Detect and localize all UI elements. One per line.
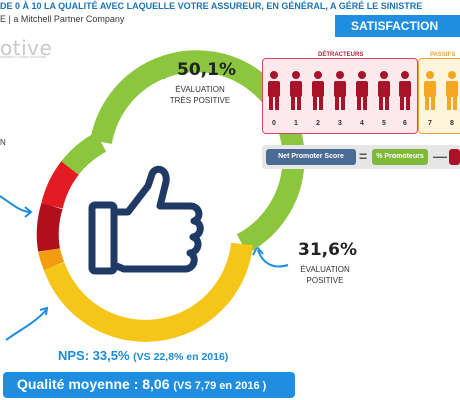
- scale-num-5: 5: [382, 120, 386, 127]
- quality-label: Qualité moyenne : 8,06: [17, 376, 170, 392]
- positive-line1: ÉVALUATION: [300, 265, 350, 274]
- top-strip: [0, 0, 460, 12]
- person-1: [290, 71, 302, 110]
- very-positive-value: 50,1%: [177, 60, 236, 80]
- person-2: [312, 71, 324, 110]
- nps-label: NPS: 33,5%: [58, 348, 130, 363]
- company-prefix: E: [0, 14, 7, 24]
- ring-green-top: [61, 132, 107, 176]
- person-8: [446, 71, 458, 110]
- positive-line2: POSITIVE: [306, 276, 344, 285]
- arrow-left-bottom: [5, 309, 47, 341]
- person-4: [356, 71, 368, 110]
- scale-num-2: 2: [316, 120, 320, 127]
- company-name: a Mitchell Partner Company: [13, 14, 125, 24]
- passives-label: PASSIFS: [428, 52, 458, 58]
- thumbs-up-icon: [88, 165, 204, 275]
- nps-result: NPS: 33,5% (VS 22,8% en 2016): [58, 348, 228, 363]
- page-title: DE 0 À 10 LA QUALITÉ AVEC LAQUELLE VOTRE…: [0, 1, 423, 11]
- detractors-label: DÉTRACTEURS: [316, 52, 366, 58]
- formula-equals: =: [359, 148, 368, 164]
- quality-text: Qualité moyenne : 8,06 (VS 7,79 en 2016 …: [17, 376, 266, 392]
- quality-banner: [3, 372, 295, 398]
- very-positive-label: ÉVALUATION TRÈS POSITIVE: [165, 84, 235, 106]
- ring-green: [90, 50, 305, 254]
- chip-nps-score: Net Promoter Score: [266, 149, 356, 165]
- scale-num-1: 1: [294, 120, 298, 127]
- chip-promoters: % Promoteurs: [372, 149, 428, 165]
- nps-comparison: (VS 22,8% en 2016): [133, 351, 229, 363]
- arrow-positive: [257, 249, 289, 268]
- person-3: [334, 71, 346, 110]
- ring-yellow: [43, 242, 253, 342]
- scale-num-3: 3: [338, 120, 342, 127]
- section-badge: SATISFACTION: [335, 15, 460, 37]
- scale-num-7: 7: [428, 120, 432, 127]
- very-positive-line1: ÉVALUATION: [175, 85, 225, 94]
- very-positive-line2: TRÈS POSITIVE: [169, 96, 231, 105]
- left-stat-fragment: N: [0, 138, 6, 147]
- person-7: [424, 71, 436, 110]
- quality-comparison: (VS 7,79 en 2016 ): [173, 380, 267, 392]
- ring-orange: [38, 247, 65, 271]
- person-0: [268, 71, 280, 110]
- ring-darkred: [36, 202, 63, 252]
- scale-num-6: 6: [403, 120, 407, 127]
- logo-tagline: simplified claims solutions: [0, 54, 47, 59]
- scale-num-8: 8: [450, 120, 454, 127]
- formula-minus: —: [433, 148, 447, 164]
- chip-detractors: [449, 149, 460, 165]
- scale-num-4: 4: [360, 120, 364, 127]
- scale-num-0: 0: [272, 120, 276, 127]
- positive-value: 31,6%: [298, 240, 357, 260]
- arrow-left-top: [0, 195, 31, 213]
- positive-label: ÉVALUATION POSITIVE: [290, 264, 360, 286]
- company-line: E | a Mitchell Partner Company: [0, 14, 125, 24]
- person-5: [378, 71, 390, 110]
- ring-red: [41, 161, 79, 209]
- logo: otive: [0, 36, 53, 60]
- person-6: [399, 71, 411, 110]
